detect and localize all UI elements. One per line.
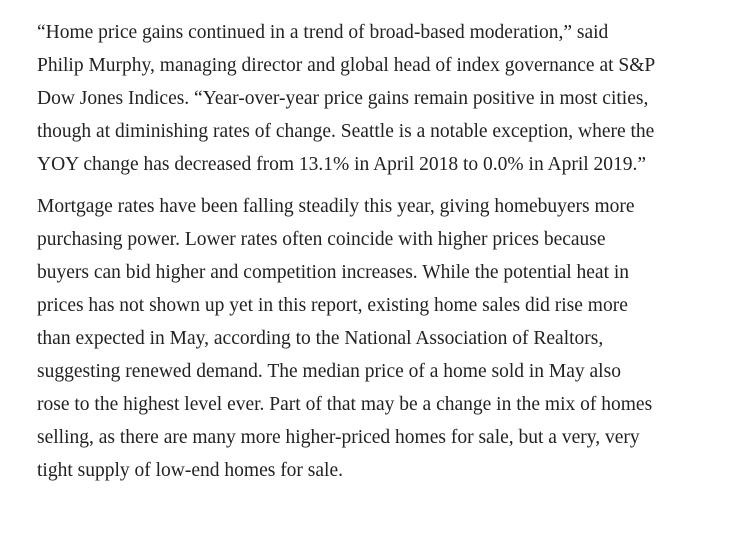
paragraph-mortgage-rates: Mortgage rates have been falling steadil…: [37, 190, 727, 487]
paragraph-murphy-quote: “Home price gains continued in a trend o…: [37, 16, 727, 181]
text-line: buyers can bid higher and competition in…: [37, 262, 630, 283]
text-line: than expected in May, according to the N…: [37, 328, 604, 349]
text-line: suggesting renewed demand. The median pr…: [37, 361, 621, 382]
text-line: rose to the highest level ever. Part of …: [37, 394, 653, 415]
text-line: purchasing power. Lower rates often coin…: [37, 229, 606, 250]
text-line: prices has not shown up yet in this repo…: [37, 295, 628, 316]
text-line: Philip Murphy, managing director and glo…: [37, 55, 656, 76]
text-line: Dow Jones Indices. “Year-over-year price…: [37, 88, 649, 109]
text-line: YOY change has decreased from 13.1% in A…: [37, 154, 647, 175]
article-body: “Home price gains continued in a trend o…: [37, 16, 727, 487]
text-line: though at diminishing rates of change. S…: [37, 121, 655, 142]
text-line: Mortgage rates have been falling steadil…: [37, 196, 635, 217]
text-line: tight supply of low-end homes for sale.: [37, 460, 343, 481]
text-line: “Home price gains continued in a trend o…: [37, 22, 609, 43]
text-line: selling, as there are many more higher-p…: [37, 427, 640, 448]
